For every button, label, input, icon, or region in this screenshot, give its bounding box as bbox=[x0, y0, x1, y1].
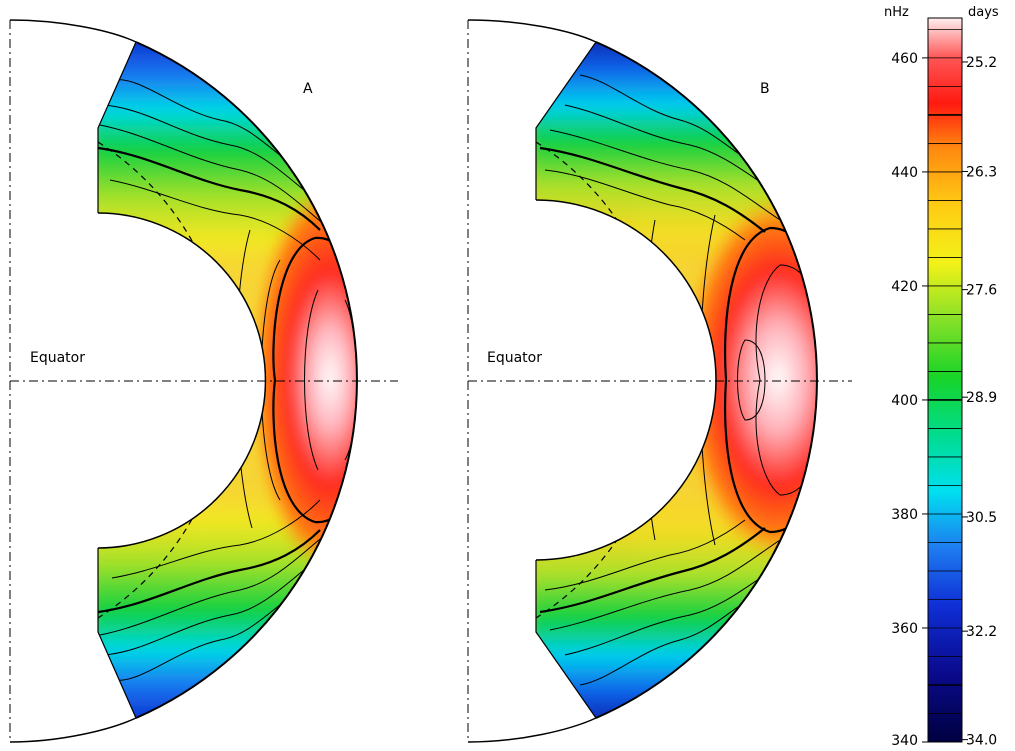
panel-a-top-edge bbox=[97, 41, 137, 213]
panel-b-equator-label: Equator bbox=[487, 350, 542, 366]
panel-b-inner-arc bbox=[535, 199, 717, 561]
panel-a: Equator A bbox=[9, 19, 398, 743]
panel-b-outer-bottom bbox=[467, 717, 597, 743]
colorbar-days-label: 26.3 bbox=[966, 164, 997, 180]
colorbar-days-label: 28.9 bbox=[966, 390, 997, 406]
colorbar-level-lines bbox=[928, 29, 962, 714]
panel-b-bottom-edge bbox=[535, 560, 597, 719]
colorbar-nhz-ticks: 460 440 420 400 380 360 340 bbox=[891, 51, 928, 749]
panel-a-outer-top bbox=[9, 19, 137, 43]
colorbar-nhz-label: 340 bbox=[891, 733, 918, 747]
colorbar: 460 440 420 400 380 360 340 25.2 26.3 27.6 28.9 30… bbox=[884, 5, 999, 749]
colorbar-days-label: 25.2 bbox=[966, 55, 997, 71]
colorbar-nhz-label: 420 bbox=[891, 279, 918, 295]
panel-b-color-map bbox=[536, 42, 817, 718]
panel-a-surface-arc bbox=[135, 41, 358, 719]
panel-b-outer-top bbox=[467, 19, 597, 43]
panel-a-color-map bbox=[98, 42, 357, 718]
colorbar-days-label: 27.6 bbox=[966, 283, 997, 299]
colorbar-right-unit: days bbox=[968, 5, 999, 20]
panel-b-top-edge bbox=[535, 41, 597, 200]
colorbar-days-label: 34.0 bbox=[966, 733, 997, 747]
colorbar-nhz-label: 460 bbox=[891, 51, 918, 67]
colorbar-nhz-label: 380 bbox=[891, 507, 918, 523]
colorbar-days-label: 30.5 bbox=[966, 510, 997, 526]
colorbar-nhz-label: 440 bbox=[891, 165, 918, 181]
colorbar-left-unit: nHz bbox=[884, 5, 909, 20]
panel-b-surface-arc bbox=[595, 41, 818, 719]
panel-a-label: A bbox=[303, 81, 313, 97]
colorbar-nhz-label: 360 bbox=[891, 621, 918, 637]
colorbar-nhz-label: 400 bbox=[891, 393, 918, 409]
colorbar-days-label: 32.2 bbox=[966, 624, 997, 640]
panel-a-outer-bottom bbox=[9, 717, 137, 743]
panel-a-equator-label: Equator bbox=[30, 350, 85, 366]
panel-a-bottom-edge bbox=[97, 548, 137, 719]
panel-b-label: B bbox=[760, 81, 770, 97]
colorbar-days-ticks: 25.2 26.3 27.6 28.9 30.5 32.2 34.0 bbox=[962, 55, 997, 749]
panel-b: Equator B bbox=[467, 19, 852, 743]
colorbar-gradient bbox=[927, 17, 963, 743]
